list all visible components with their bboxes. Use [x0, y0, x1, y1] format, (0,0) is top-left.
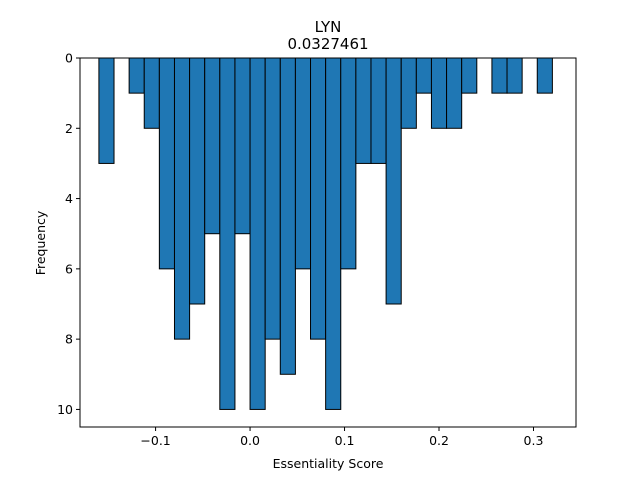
histogram-bar-16	[355, 57, 372, 164]
histogram-bar-6	[204, 57, 221, 235]
histogram-bar-11	[279, 57, 296, 375]
x-tick-label-3: 0.2	[429, 433, 449, 448]
histogram-bar-12	[294, 57, 312, 270]
histogram-bar-13	[310, 57, 327, 340]
y-tick-label-3: 6	[65, 261, 73, 276]
y-tick-label-1: 2	[65, 121, 73, 136]
plot-frame	[79, 57, 577, 428]
chart-title: LYN	[315, 18, 342, 36]
bars-layer	[98, 57, 553, 410]
histogram-bar-7	[219, 57, 236, 410]
y-tick-label-0: 0	[65, 51, 73, 66]
histogram-bar-14	[325, 57, 342, 410]
histogram-bar-1	[128, 57, 145, 94]
x-axis-label: Essentiality Score	[273, 456, 384, 471]
x-tick-label-2: 0.1	[335, 433, 355, 448]
histogram-bar-0	[98, 57, 115, 164]
histogram-bar-8	[234, 57, 251, 235]
y-axis-ticks: 0 2 4 6 8 10	[57, 51, 80, 417]
histogram-bar-5	[189, 57, 206, 305]
x-tick-label-1: 0.0	[240, 433, 260, 448]
histogram-bar-10	[264, 57, 281, 340]
x-tick-label-0: −0.1	[140, 433, 170, 448]
histogram-bar-25	[506, 57, 523, 94]
y-tick-label-4: 8	[65, 332, 73, 347]
y-tick-label-5: 10	[57, 402, 73, 417]
histogram-bar-20	[415, 57, 432, 94]
histogram-bar-21	[430, 57, 448, 129]
histogram-bar-17	[370, 57, 387, 164]
histogram-bar-2	[143, 57, 160, 129]
y-axis-label: Frequency	[33, 210, 48, 275]
histogram-bar-24	[491, 57, 508, 94]
histogram-bar-9	[249, 57, 266, 410]
histogram-bar-15	[340, 57, 357, 270]
histogram-bar-18	[385, 57, 402, 305]
histogram-bar-3	[158, 57, 175, 270]
histogram-bar-26	[536, 57, 553, 94]
histogram-bar-19	[400, 57, 417, 129]
x-tick-label-4: 0.3	[524, 433, 544, 448]
y-tick-label-2: 4	[65, 191, 73, 206]
histogram-bar-4	[173, 57, 191, 340]
chart-subtitle: 0.0327461	[287, 35, 368, 53]
x-axis-ticks: −0.1 0.0 0.1 0.2 0.3	[140, 427, 543, 448]
histogram-bar-22	[446, 57, 463, 129]
histogram-bar-23	[461, 57, 478, 94]
